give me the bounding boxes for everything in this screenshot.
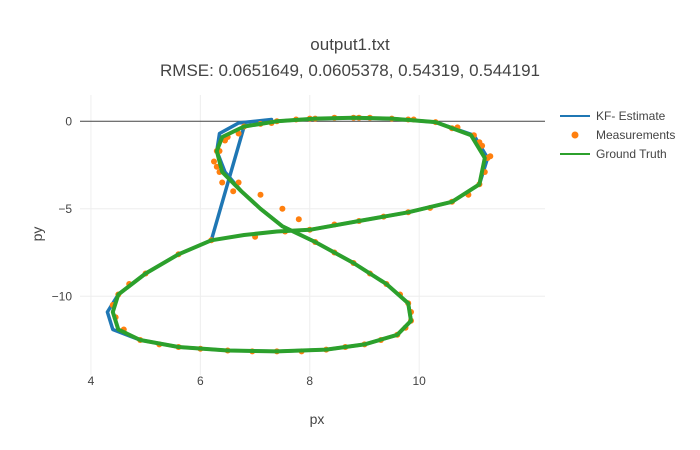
series-line-ground-truth	[110, 115, 487, 354]
measurement-point	[279, 205, 286, 212]
x-tick-label: 10	[412, 374, 426, 388]
tick-labels: 4 6 8 10 0 −5 −10	[52, 114, 427, 388]
chart-subtitle: RMSE: 0.0651649, 0.0605378, 0.54319, 0.5…	[160, 61, 540, 80]
legend-item-measurements[interactable]: Measurements	[571, 128, 676, 142]
legend[interactable]: KF- Estimate Measurements Ground Truth	[560, 109, 675, 161]
x-tick-label: 4	[88, 374, 95, 388]
y-tick-label: −10	[52, 289, 73, 303]
y-tick-label: 0	[65, 114, 72, 128]
x-axis-title: px	[310, 411, 325, 427]
legend-estimate-label: KF- Estimate	[596, 109, 666, 123]
plot-area	[105, 114, 494, 355]
legend-item-estimate[interactable]: KF- Estimate	[560, 109, 666, 123]
measurement-point	[211, 158, 217, 165]
legend-ground-truth-label: Ground Truth	[596, 147, 667, 161]
measurement-point	[487, 153, 494, 160]
measurement-point	[213, 163, 220, 170]
measurement-point	[219, 179, 226, 186]
legend-measurements-swatch	[571, 131, 579, 139]
chart-title: output1.txt	[310, 35, 390, 54]
grid	[80, 95, 545, 375]
x-tick-label: 6	[197, 374, 204, 388]
measurement-point	[235, 179, 242, 186]
measurement-point	[295, 216, 302, 223]
y-axis-title: py	[29, 227, 45, 242]
series-ground-truth	[110, 115, 487, 354]
measurement-point	[230, 188, 237, 195]
legend-measurements-label: Measurements	[596, 128, 675, 142]
y-tick-label: −5	[58, 202, 72, 216]
x-tick-label: 8	[306, 374, 313, 388]
measurement-point	[257, 191, 264, 198]
legend-item-ground-truth[interactable]: Ground Truth	[560, 147, 667, 161]
